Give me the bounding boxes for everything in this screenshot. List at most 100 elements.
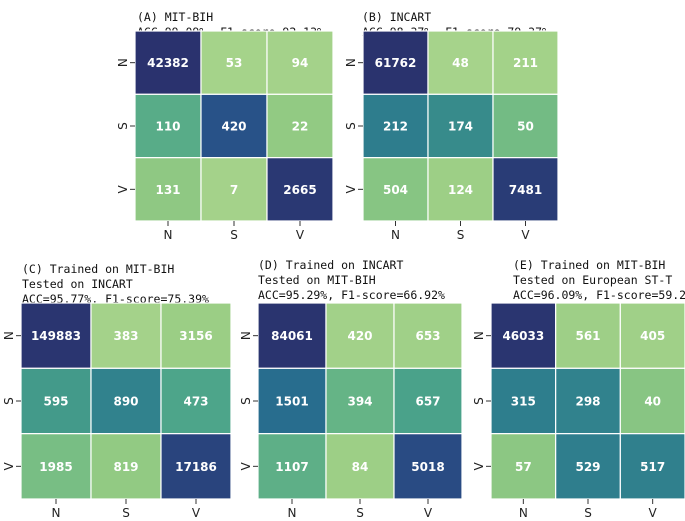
y-tick-label: S xyxy=(344,122,358,130)
cell-value: 517 xyxy=(640,460,665,474)
x-tick-label: S xyxy=(356,506,364,520)
heatmap-cell xyxy=(362,157,429,222)
cell-value: 94 xyxy=(292,56,309,70)
y-tick-label: N xyxy=(116,58,130,67)
cell-value: 17186 xyxy=(175,460,217,474)
cell-value: 48 xyxy=(452,56,469,70)
cell-value: 22 xyxy=(292,120,309,134)
cell-value: 504 xyxy=(383,183,408,197)
cell-value: 561 xyxy=(575,329,600,343)
cell-value: 405 xyxy=(640,329,665,343)
heatmap-cell xyxy=(20,367,92,435)
panel-title-line: (D) Trained on INCART xyxy=(258,258,403,272)
heatmap-cell xyxy=(160,302,232,369)
x-tick-label: S xyxy=(230,228,238,242)
y-tick-label: S xyxy=(2,397,16,405)
cell-value: 890 xyxy=(113,395,138,409)
cell-value: 1107 xyxy=(275,460,308,474)
heatmap-cell xyxy=(393,302,463,369)
cell-value: 595 xyxy=(43,395,68,409)
heatmap-cell xyxy=(266,157,334,222)
cell-value: 42382 xyxy=(147,56,189,70)
y-tick-label: N xyxy=(472,331,486,340)
cell-value: 819 xyxy=(113,460,138,474)
cell-value: 529 xyxy=(575,460,600,474)
x-tick-label: V xyxy=(521,228,530,242)
y-tick-label: V xyxy=(472,461,486,470)
heatmap-cell xyxy=(619,302,685,369)
y-tick-label: N xyxy=(2,331,16,340)
panel-title-line: Tested on MIT-BIH xyxy=(258,273,376,287)
cell-value: 124 xyxy=(448,183,473,197)
panel-title-line: (C) Trained on MIT-BIH xyxy=(22,262,174,276)
y-tick-label: N xyxy=(344,58,358,67)
cell-value: 394 xyxy=(347,395,372,409)
panel-title-line: ACC=96.09%, F1-score=59.28% xyxy=(513,288,685,302)
heatmap-cell xyxy=(90,433,162,500)
heatmap-cell xyxy=(90,367,162,435)
cell-value: 3156 xyxy=(179,329,212,343)
cell-value: 5018 xyxy=(411,460,444,474)
cell-value: 1985 xyxy=(39,460,72,474)
x-tick-label: N xyxy=(288,506,297,520)
heatmap-cell xyxy=(490,367,557,435)
heatmap-cell xyxy=(427,93,494,159)
cell-value: 149883 xyxy=(31,329,81,343)
y-tick-label: V xyxy=(239,461,253,470)
x-tick-label: V xyxy=(424,506,433,520)
heatmap-cell xyxy=(619,433,685,500)
cell-value: 53 xyxy=(226,56,243,70)
cell-value: 84061 xyxy=(271,329,313,343)
y-tick-label: V xyxy=(2,461,16,470)
cell-value: 40 xyxy=(644,395,661,409)
cell-value: 110 xyxy=(155,120,180,134)
heatmap-cell xyxy=(393,433,463,500)
y-tick-label: S xyxy=(116,122,130,130)
cell-value: 57 xyxy=(515,460,532,474)
cell-value: 46033 xyxy=(502,329,544,343)
cell-value: 50 xyxy=(517,120,534,134)
cell-value: 653 xyxy=(415,329,440,343)
cell-value: 211 xyxy=(513,56,538,70)
heatmap-cell xyxy=(427,157,494,222)
x-tick-label: S xyxy=(584,506,592,520)
cell-value: 315 xyxy=(511,395,536,409)
x-tick-label: S xyxy=(457,228,465,242)
heatmap-cell xyxy=(20,433,92,500)
x-tick-label: N xyxy=(391,228,400,242)
heatmap-cell xyxy=(393,367,463,435)
heatmap-cell xyxy=(200,157,268,222)
heatmap-cell xyxy=(266,93,334,159)
cell-value: 298 xyxy=(575,395,600,409)
cell-value: 84 xyxy=(352,460,369,474)
cell-value: 420 xyxy=(347,329,372,343)
cell-value: 2665 xyxy=(283,183,316,197)
panel-title-line: (B) INCART xyxy=(362,10,431,24)
heatmap-cell xyxy=(160,367,232,435)
x-tick-label: N xyxy=(164,228,173,242)
y-tick-label: V xyxy=(344,184,358,193)
y-tick-label: V xyxy=(116,184,130,193)
cell-value: 7 xyxy=(230,183,238,197)
heatmap-cell xyxy=(492,157,559,222)
heatmap-cell xyxy=(200,93,268,159)
x-tick-label: N xyxy=(519,506,528,520)
panel-title-line: Tested on European ST-T xyxy=(513,273,672,287)
y-tick-label: N xyxy=(239,331,253,340)
cell-value: 1501 xyxy=(275,395,308,409)
panel-title-line: (A) MIT-BIH xyxy=(137,10,213,24)
heatmap-cell xyxy=(492,30,559,95)
heatmap-cell xyxy=(362,30,429,95)
x-tick-label: V xyxy=(192,506,201,520)
heatmap-cell xyxy=(555,367,621,435)
cell-value: 383 xyxy=(113,329,138,343)
heatmap-cell xyxy=(555,302,621,369)
x-tick-label: V xyxy=(296,228,305,242)
heatmap-cell xyxy=(555,433,621,500)
